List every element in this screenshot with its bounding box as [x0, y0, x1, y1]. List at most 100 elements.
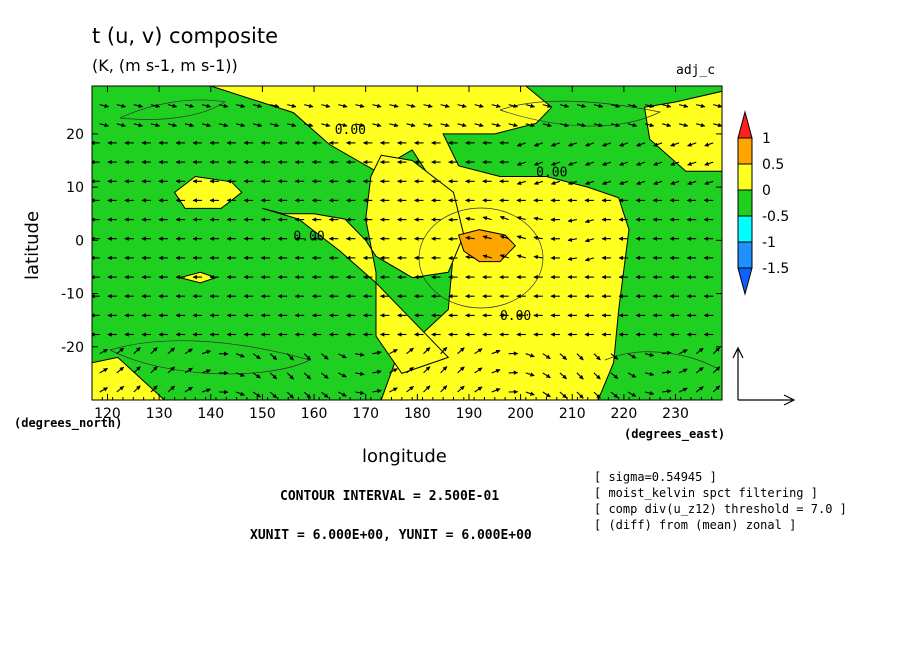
x-tick-label: 120 — [94, 406, 121, 422]
wind-vector — [678, 349, 688, 355]
wind-vector — [584, 238, 595, 243]
wind-vector — [482, 235, 492, 240]
wind-vector — [678, 387, 688, 393]
wind-vector — [713, 103, 722, 108]
wind-vector — [269, 372, 278, 380]
note-line: [ comp div(u_z12) threshold = 7.0 ] — [594, 502, 847, 516]
wind-vector — [440, 346, 448, 355]
wind-vector — [533, 142, 543, 147]
wind-vector — [713, 122, 722, 128]
wind-vector — [184, 367, 193, 374]
y-axis-label: latitude — [22, 210, 43, 280]
x-tick-label: 150 — [249, 406, 276, 422]
wind-vector — [559, 122, 570, 128]
x-tick-label: 210 — [559, 406, 586, 422]
wind-vector — [167, 366, 176, 374]
colorbar-label: -1 — [762, 235, 776, 251]
colorbar-label: -1.5 — [762, 261, 789, 277]
wind-vector — [687, 161, 697, 166]
wind-vector — [372, 388, 382, 394]
wind-vector — [303, 372, 312, 380]
wind-vector — [644, 390, 655, 396]
wind-vector — [695, 366, 704, 374]
wind-vector — [627, 391, 637, 397]
wind-vector — [542, 391, 551, 398]
x-tick-label: 170 — [352, 406, 379, 422]
wind-vector — [99, 348, 108, 355]
wind-vector — [218, 122, 229, 128]
wind-vector — [303, 391, 312, 399]
wind-vector — [584, 142, 595, 147]
wind-vector — [610, 353, 619, 360]
wind-vector — [99, 122, 109, 128]
colorbar-bottom-cap — [737, 267, 753, 296]
contour-label: 0.00 — [500, 309, 531, 324]
wind-vector — [593, 103, 604, 108]
wind-vector — [465, 235, 475, 241]
wind-vector — [610, 391, 619, 399]
wind-vector — [423, 103, 433, 108]
wind-vector — [533, 180, 543, 185]
wind-vector — [542, 353, 551, 360]
x-tick-label: 180 — [404, 406, 431, 422]
wind-vector — [338, 122, 348, 128]
wind-vector — [116, 103, 126, 108]
wind-vector — [320, 372, 329, 379]
wind-vector — [218, 103, 229, 108]
wind-vector — [184, 103, 195, 108]
wind-vector — [516, 235, 526, 240]
wind-vector — [559, 353, 567, 361]
wind-vector — [550, 180, 561, 185]
wind-vector — [270, 103, 280, 108]
wind-vector — [491, 369, 501, 374]
wind-vector — [696, 122, 706, 128]
wind-vector — [644, 122, 655, 128]
wind-vector — [372, 122, 382, 128]
wind-vector — [184, 348, 193, 355]
wind-vector — [619, 161, 629, 166]
wind-vector — [474, 122, 484, 128]
wind-vector — [286, 372, 294, 380]
wind-vector — [389, 103, 399, 108]
wind-vector — [712, 385, 721, 393]
reference-vector — [732, 346, 796, 406]
wind-vector — [99, 103, 109, 108]
x-tick-label: 230 — [662, 406, 689, 422]
wind-vector — [372, 369, 382, 375]
wind-vector — [499, 235, 509, 240]
wind-vector — [695, 386, 704, 393]
wind-vector — [661, 103, 672, 108]
wind-vector — [567, 256, 577, 261]
wind-vector — [593, 391, 601, 399]
wind-vector — [644, 352, 655, 357]
contour-region-4 — [92, 356, 166, 400]
wind-vector — [525, 372, 535, 377]
wind-vector — [474, 103, 484, 108]
wind-vector — [355, 352, 365, 357]
wind-vector — [116, 122, 126, 128]
y-tick-label: 20 — [66, 127, 84, 143]
wind-vector — [321, 103, 331, 108]
wind-vector — [252, 391, 261, 398]
wind-vector — [636, 142, 646, 147]
wind-vector — [576, 372, 584, 380]
wind-vector — [533, 216, 543, 221]
contour-label: 0.00 — [293, 229, 324, 244]
wind-vector — [150, 366, 158, 374]
wind-vector — [167, 347, 176, 355]
wind-vector — [304, 103, 314, 108]
wind-vector — [610, 103, 621, 108]
wind-vector — [440, 122, 450, 128]
wind-vector — [457, 366, 465, 374]
wind-vector — [150, 122, 161, 128]
wind-vector — [150, 347, 158, 355]
wind-vector — [696, 103, 706, 108]
colorbar-swatch — [737, 241, 753, 269]
colorbar-swatch — [737, 189, 753, 217]
wind-vector — [627, 103, 638, 108]
wind-vector — [355, 103, 365, 108]
wind-vector — [286, 353, 294, 361]
wind-vector — [389, 349, 398, 355]
wind-vector — [269, 391, 278, 399]
wind-vector — [584, 161, 595, 166]
